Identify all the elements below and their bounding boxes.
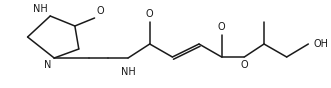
Text: OH: OH [313, 39, 328, 49]
Text: O: O [218, 22, 225, 32]
Text: N: N [44, 60, 51, 70]
Text: O: O [97, 6, 104, 16]
Text: NH: NH [32, 4, 47, 14]
Text: O: O [241, 60, 248, 70]
Text: O: O [146, 9, 154, 19]
Text: NH: NH [121, 67, 135, 77]
